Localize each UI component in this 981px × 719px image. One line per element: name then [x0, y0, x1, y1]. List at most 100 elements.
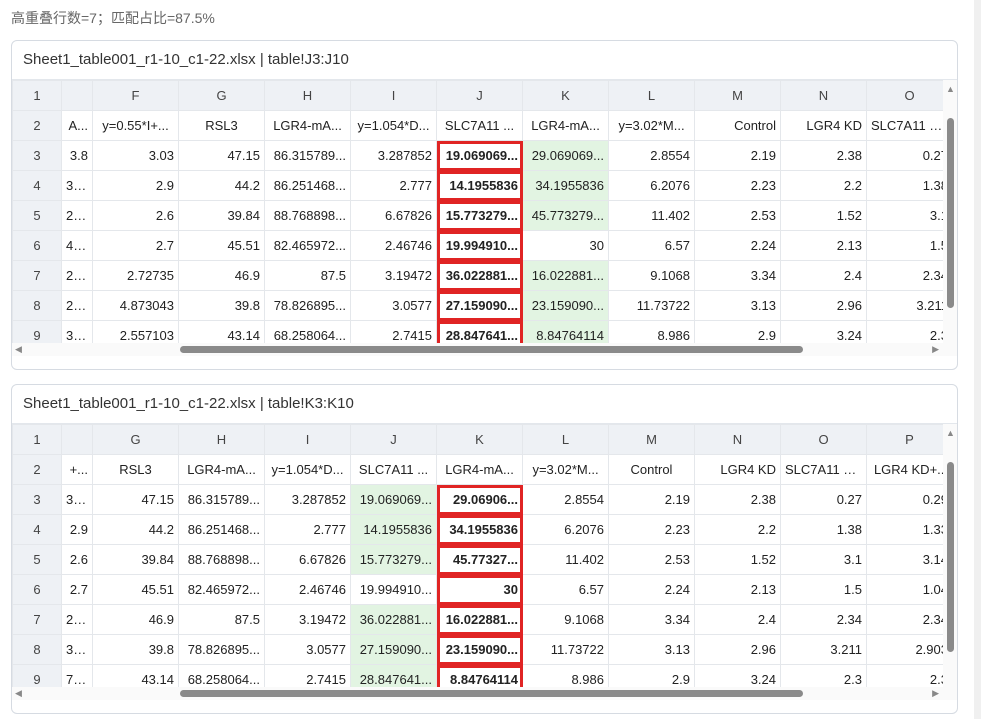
column-letter[interactable]: F	[92, 80, 179, 111]
highlighted-cell[interactable]: 15.773279...	[436, 200, 523, 231]
data-cell[interactable]: 1.04	[866, 574, 953, 605]
data-cell[interactable]: 2.4	[694, 604, 781, 635]
data-cell[interactable]: 3.19472	[350, 260, 437, 291]
data-cell[interactable]: 3.34	[694, 260, 781, 291]
data-cell[interactable]: 2.8554	[608, 140, 695, 171]
column-letter[interactable]: M	[608, 424, 695, 455]
column-header[interactable]: LGR4-mA...	[436, 454, 523, 485]
data-cell[interactable]: 2.13	[61, 200, 93, 231]
data-cell[interactable]: 3.19472	[264, 604, 351, 635]
data-cell[interactable]: 86.315789...	[264, 140, 351, 171]
data-cell[interactable]: 2.53	[694, 200, 781, 231]
data-cell[interactable]: 6.57	[522, 574, 609, 605]
data-cell[interactable]: 39.84	[178, 200, 265, 231]
data-cell[interactable]: 2.13	[694, 574, 781, 605]
data-cell[interactable]: 14.1955836	[350, 514, 437, 545]
column-header[interactable]: y=3.02*M...	[608, 110, 695, 141]
row-number[interactable]: 2	[12, 110, 62, 141]
data-cell[interactable]: 3.8	[61, 140, 93, 171]
row-number[interactable]: 6	[12, 230, 62, 261]
row-number[interactable]: 5	[12, 200, 62, 231]
data-cell[interactable]: 2.23	[694, 170, 781, 201]
data-cell[interactable]: 2.96	[694, 634, 781, 665]
data-cell[interactable]: 3.287852	[264, 484, 351, 515]
column-header[interactable]: y=0.55*I+...	[92, 110, 179, 141]
data-cell[interactable]: 2.34	[780, 604, 867, 635]
data-cell[interactable]: 2.777	[264, 514, 351, 545]
data-cell[interactable]: 86.251468...	[264, 170, 351, 201]
data-cell[interactable]: 30	[522, 230, 609, 261]
spreadsheet-grid[interactable]: 1 F G H I J K L M N O 2 A... y=0.55*I+... RSL3 LGR4-mA.…	[12, 80, 957, 356]
data-cell[interactable]: 44.2	[92, 514, 179, 545]
column-header[interactable]: LGR4 KD	[694, 454, 781, 485]
highlighted-cell[interactable]: 27.159090...	[436, 290, 523, 321]
column-letter[interactable]: N	[694, 424, 781, 455]
column-letter[interactable]: M	[694, 80, 781, 111]
scroll-right-icon[interactable]: ▶	[932, 688, 939, 698]
column-letter[interactable]: J	[436, 80, 523, 111]
row-number[interactable]: 5	[12, 544, 62, 575]
data-cell[interactable]: 6.67826	[264, 544, 351, 575]
data-cell[interactable]: 3.03	[61, 484, 93, 515]
highlighted-cell[interactable]: 19.994910...	[436, 230, 523, 261]
horizontal-scroll-thumb[interactable]	[180, 690, 803, 697]
data-cell[interactable]: 2.7	[61, 574, 93, 605]
highlighted-cell[interactable]: 29.06906...	[436, 484, 523, 515]
data-cell[interactable]: 1.33	[866, 514, 953, 545]
data-cell[interactable]: 3.14	[866, 544, 953, 575]
column-header[interactable]: RSL3	[92, 454, 179, 485]
column-header[interactable]: SLC7A11 ...	[350, 454, 437, 485]
data-cell[interactable]: 3.34	[608, 604, 695, 635]
row-number[interactable]: 6	[12, 574, 62, 605]
column-header[interactable]: SLC7A11 ...	[436, 110, 523, 141]
data-cell[interactable]: 2.53	[608, 544, 695, 575]
horizontal-scrollbar[interactable]: ◀ ▶	[12, 687, 957, 700]
highlighted-cell[interactable]: 23.159090...	[436, 634, 523, 665]
data-cell[interactable]: 88.768898...	[178, 544, 265, 575]
column-letter[interactable]: K	[436, 424, 523, 455]
column-letter[interactable]: K	[522, 80, 609, 111]
data-cell[interactable]: 2.6	[61, 544, 93, 575]
data-cell[interactable]: 6.2076	[608, 170, 695, 201]
column-header[interactable]: LGR4 KD	[780, 110, 867, 141]
column-letter[interactable]: O	[866, 80, 953, 111]
data-cell[interactable]: 46.9	[178, 260, 265, 291]
data-cell[interactable]: 15.773279...	[350, 544, 437, 575]
data-cell[interactable]: 11.73722	[522, 634, 609, 665]
highlighted-cell[interactable]: 19.069069...	[436, 140, 523, 171]
data-cell[interactable]: 6.67826	[350, 200, 437, 231]
data-cell[interactable]: 3043	[61, 634, 93, 665]
scroll-left-icon[interactable]: ◀	[15, 344, 22, 354]
data-cell[interactable]: 2.903	[866, 634, 953, 665]
column-letter[interactable]: L	[522, 424, 609, 455]
data-cell[interactable]: 88.768898...	[264, 200, 351, 231]
column-header[interactable]: y=3.02*M...	[522, 454, 609, 485]
data-cell[interactable]: 2.24	[608, 574, 695, 605]
column-letter[interactable]: I	[264, 424, 351, 455]
column-letter[interactable]: J	[350, 424, 437, 455]
column-letter[interactable]	[61, 424, 93, 455]
highlighted-cell[interactable]: 16.022881...	[436, 604, 523, 635]
row-number[interactable]: 8	[12, 634, 62, 665]
data-cell[interactable]: 0.27	[780, 484, 867, 515]
data-cell[interactable]: 3.13	[608, 634, 695, 665]
scroll-left-icon[interactable]: ◀	[15, 688, 22, 698]
data-cell[interactable]: 39.8	[178, 290, 265, 321]
data-cell[interactable]: 1.38	[866, 170, 953, 201]
column-letter[interactable]: L	[608, 80, 695, 111]
column-header[interactable]: y=1.054*D...	[264, 454, 351, 485]
data-cell[interactable]: 2.19	[694, 140, 781, 171]
data-cell[interactable]: 11.402	[608, 200, 695, 231]
page-scrollbar[interactable]	[974, 0, 981, 719]
data-cell[interactable]: 3.0577	[350, 290, 437, 321]
data-cell[interactable]: 2.72735	[92, 260, 179, 291]
column-header[interactable]: RSL3	[178, 110, 265, 141]
column-letter[interactable]: G	[92, 424, 179, 455]
column-header[interactable]: Control	[608, 454, 695, 485]
data-cell[interactable]: 2.46746	[350, 230, 437, 261]
data-cell[interactable]: 2.19	[608, 484, 695, 515]
vertical-scroll-thumb[interactable]	[947, 462, 954, 652]
data-cell[interactable]: 23.159090...	[522, 290, 609, 321]
data-cell[interactable]: 78.826895...	[178, 634, 265, 665]
data-cell[interactable]: 2.7	[92, 230, 179, 261]
